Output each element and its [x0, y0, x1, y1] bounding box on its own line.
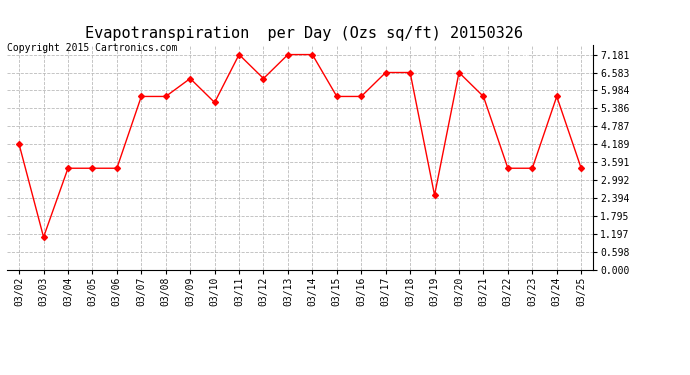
Text: Copyright 2015 Cartronics.com: Copyright 2015 Cartronics.com	[7, 43, 177, 53]
Text: Evapotranspiration  per Day (Ozs sq/ft) 20150326: Evapotranspiration per Day (Ozs sq/ft) 2…	[85, 26, 522, 41]
